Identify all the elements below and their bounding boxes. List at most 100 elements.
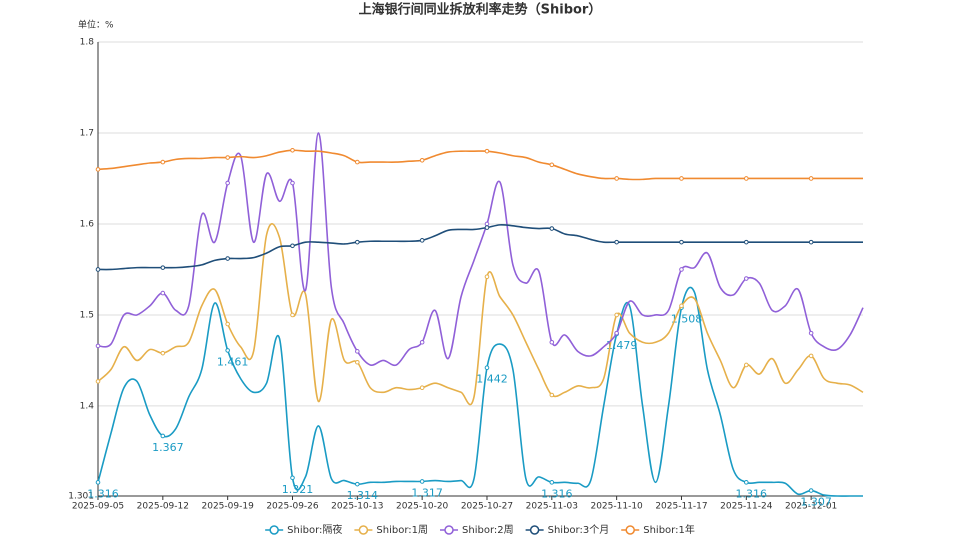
- data-label: 1.317: [411, 486, 443, 499]
- point-marker: [290, 312, 295, 318]
- legend-label: Shibor:2周: [462, 524, 514, 536]
- y-tick-label: 1.7: [80, 128, 94, 138]
- series-line: [97, 224, 863, 271]
- y-axis-label: 单位：%: [78, 19, 114, 31]
- legend-label: Shibor:1年: [643, 523, 695, 536]
- data-label: 1.321: [282, 483, 314, 496]
- point-marker: [808, 330, 814, 336]
- point-marker: [290, 180, 295, 186]
- point-marker: [419, 385, 425, 391]
- point-marker: [679, 176, 684, 181]
- point-marker: [744, 239, 749, 245]
- point-marker: [744, 176, 749, 181]
- data-label: 1.442: [476, 373, 508, 386]
- point-marker: [549, 392, 555, 398]
- point-marker: [484, 221, 490, 227]
- legend-icon: [529, 525, 540, 535]
- point-marker: [225, 348, 230, 353]
- point-marker: [225, 256, 230, 261]
- point-marker: [808, 488, 814, 493]
- point-marker: [679, 239, 684, 245]
- data-label: 1.461: [217, 355, 249, 368]
- y-tick-label: 1.8: [80, 38, 95, 48]
- point-marker: [808, 353, 814, 359]
- point-marker: [95, 480, 101, 485]
- legend-icon: [269, 525, 279, 535]
- point-marker: [679, 267, 684, 272]
- data-label: 1.316: [541, 487, 573, 500]
- point-marker: [160, 350, 166, 356]
- point-marker: [225, 155, 230, 160]
- point-marker: [225, 321, 230, 327]
- point-marker: [484, 148, 490, 154]
- point-marker: [419, 238, 425, 243]
- point-marker: [95, 379, 101, 384]
- x-tick-label: 2025-11-10: [590, 502, 643, 512]
- point-marker: [419, 339, 425, 345]
- point-marker: [549, 480, 555, 485]
- point-marker: [225, 180, 230, 186]
- data-label: 1.314: [347, 489, 379, 502]
- point-marker: [614, 176, 619, 181]
- data-label: 1.508: [671, 313, 703, 326]
- x-tick-label: 2025-09-19: [202, 502, 255, 512]
- point-marker: [290, 147, 295, 153]
- point-marker: [808, 239, 814, 245]
- x-tick-label: 2025-11-17: [655, 502, 707, 512]
- point-marker: [355, 239, 360, 245]
- point-marker: [355, 159, 360, 165]
- legend-label: Shibor:隔夜: [287, 523, 342, 536]
- point-marker: [290, 475, 295, 481]
- point-marker: [484, 365, 490, 371]
- point-marker: [549, 339, 555, 345]
- point-marker: [355, 349, 360, 354]
- legend-icon: [358, 525, 369, 535]
- point-marker: [484, 274, 490, 280]
- x-tick-label: 2025-10-27: [461, 502, 513, 512]
- point-marker: [614, 330, 619, 336]
- point-marker: [160, 433, 166, 439]
- point-marker: [160, 290, 166, 296]
- point-marker: [808, 176, 814, 181]
- legend-icon: [625, 525, 635, 535]
- point-marker: [290, 243, 295, 249]
- x-tick-label: 2025-10-20: [396, 502, 449, 512]
- point-marker: [419, 157, 425, 163]
- y-tick-label: 1.6: [80, 219, 95, 229]
- chart-title: 上海银行间同业拆放利率走势（Shibor）: [359, 2, 602, 18]
- x-tick-label: 2025-09-05: [72, 502, 124, 512]
- y-tick-label: 1.301: [68, 492, 94, 502]
- point-marker: [95, 267, 101, 272]
- y-tick-label: 1.5: [80, 310, 94, 320]
- data-label: 1.316: [736, 487, 768, 500]
- x-tick-label: 2025-09-12: [137, 502, 189, 512]
- point-marker: [355, 359, 360, 365]
- data-label: 1.307: [800, 496, 832, 509]
- point-marker: [95, 343, 101, 349]
- point-marker: [355, 481, 360, 487]
- point-marker: [160, 159, 166, 165]
- x-tick-label: 2025-09-26: [266, 502, 319, 512]
- point-marker: [744, 276, 749, 281]
- point-marker: [549, 226, 555, 231]
- legend-label: Shibor:3个月: [548, 524, 610, 536]
- point-marker: [744, 362, 749, 368]
- point-marker: [614, 312, 619, 318]
- x-tick-label: 2025-11-03: [526, 502, 578, 512]
- x-tick-label: 2025-12-01: [785, 502, 837, 512]
- legend-icon: [444, 525, 454, 535]
- point-marker: [484, 225, 490, 230]
- data-label: 1.479: [606, 339, 638, 352]
- point-marker: [419, 479, 425, 484]
- point-marker: [744, 480, 749, 485]
- x-tick-label: 2025-10-13: [331, 502, 383, 512]
- data-label: 1.367: [152, 441, 184, 454]
- point-marker: [679, 303, 684, 309]
- point-marker: [160, 265, 166, 270]
- legend: Shibor:隔夜 Shibor:1周 Shibor:2周 Shibor:3个月 Shi…: [265, 523, 695, 536]
- x-tick-label: 2025-11-24: [720, 502, 773, 512]
- series-line: [97, 286, 863, 497]
- series-line: [97, 149, 863, 181]
